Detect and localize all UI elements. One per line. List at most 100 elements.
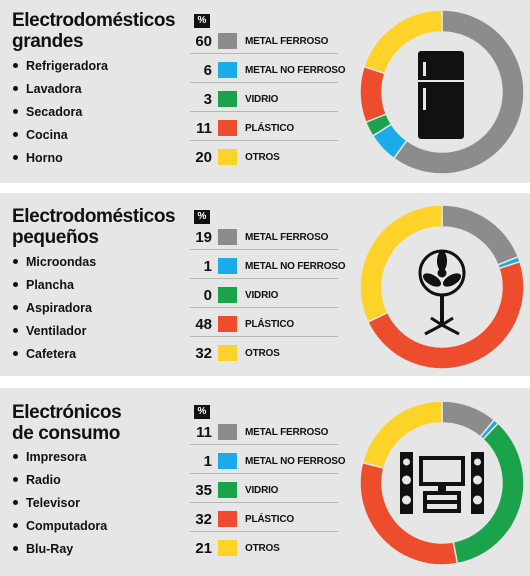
swatch: [218, 482, 237, 498]
section-consumer-electronics: Electrónicos de consumo Impresora Radio …: [0, 388, 530, 576]
list-item: Impresora: [13, 450, 86, 464]
donut-slice-3: [359, 65, 388, 124]
section-title: Electrodomésticos pequeños: [12, 206, 176, 248]
donut-chart: [359, 204, 525, 370]
donut-slice-0: [392, 9, 525, 175]
fan-icon: [418, 249, 466, 336]
title-line-1: Electrodomésticos: [12, 10, 176, 31]
donut-slice-2: [452, 422, 525, 565]
title-line-1: Electrodomésticos: [12, 206, 176, 227]
list-item: Horno: [13, 151, 63, 165]
legend-row: 3 VIDRIO: [190, 89, 338, 112]
donut-slice-4: [361, 400, 443, 469]
title-line-2: de consumo: [12, 423, 120, 444]
value-label: 1: [203, 453, 212, 470]
legend-label: OTROS: [245, 152, 280, 163]
legend-row: 32 OTROS: [190, 343, 338, 365]
swatch: [218, 287, 237, 303]
swatch: [218, 453, 237, 469]
swatch: [218, 149, 237, 165]
legend-row: 11 METAL FERROSO: [190, 422, 338, 445]
list-item: Lavadora: [13, 82, 82, 96]
legend-label: VIDRIO: [245, 290, 279, 301]
list-item: Radio: [13, 473, 61, 487]
value-label: 35: [195, 482, 212, 499]
list-item: Aspiradora: [13, 301, 92, 315]
value-label: 20: [195, 149, 212, 166]
legend-label: PLÁSTICO: [245, 319, 294, 330]
list-item: Computadora: [13, 519, 107, 533]
value-label: 0: [203, 287, 212, 304]
home-theater-icon: [400, 452, 484, 514]
legend-row: 32 PLÁSTICO: [190, 509, 338, 532]
list-item: Refrigeradora: [13, 59, 108, 73]
list-item: Plancha: [13, 278, 74, 292]
donut-chart: [359, 9, 525, 175]
swatch: [218, 316, 237, 332]
list-item: Televisor: [13, 496, 80, 510]
value-label: 11: [196, 424, 212, 441]
legend-label: OTROS: [245, 348, 280, 359]
legend-row: 21 OTROS: [190, 538, 338, 560]
value-label: 1: [203, 258, 212, 275]
value-label: 21: [195, 540, 212, 557]
percent-header: %: [194, 210, 210, 224]
title-line-1: Electrónicos: [12, 402, 122, 423]
swatch: [218, 229, 237, 245]
legend-label: METAL NO FERROSO: [245, 456, 346, 467]
swatch: [218, 424, 237, 440]
legend-label: METAL FERROSO: [245, 36, 329, 47]
legend-label: METAL NO FERROSO: [245, 65, 346, 76]
legend-label: VIDRIO: [245, 485, 279, 496]
donut-chart: [359, 400, 525, 566]
legend-label: METAL FERROSO: [245, 232, 329, 243]
donut-slice-4: [359, 204, 443, 323]
list-item: Secadora: [13, 105, 82, 119]
value-label: 48: [195, 316, 212, 333]
section-title: Electrónicos de consumo: [12, 402, 122, 444]
percent-header: %: [194, 405, 210, 419]
list-item: Cocina: [13, 128, 68, 142]
title-line-2: grandes: [12, 31, 84, 52]
legend-row: 1 METAL NO FERROSO: [190, 256, 346, 279]
value-label: 11: [196, 120, 212, 137]
legend-row: 20 OTROS: [190, 147, 338, 169]
legend-row: 11 PLÁSTICO: [190, 118, 338, 141]
legend-label: PLÁSTICO: [245, 514, 294, 525]
swatch: [218, 91, 237, 107]
value-label: 19: [195, 229, 212, 246]
swatch: [218, 345, 237, 361]
legend-row: 19 METAL FERROSO: [190, 227, 338, 250]
percent-header: %: [194, 14, 210, 28]
list-item: Microondas: [13, 255, 96, 269]
swatch: [218, 258, 237, 274]
value-label: 60: [195, 33, 212, 50]
value-label: 32: [195, 511, 212, 528]
value-label: 32: [195, 345, 212, 362]
value-label: 3: [203, 91, 212, 108]
legend-label: VIDRIO: [245, 94, 279, 105]
section-large-appliances: Electrodomésticos grandes Refrigeradora …: [0, 0, 530, 183]
legend-row: 6 METAL NO FERROSO: [190, 60, 346, 83]
section-title: Electrodomésticos grandes: [12, 10, 176, 52]
legend-row: 1 METAL NO FERROSO: [190, 451, 346, 474]
legend-row: 60 METAL FERROSO: [190, 31, 338, 54]
swatch: [218, 540, 237, 556]
swatch: [218, 120, 237, 136]
swatch: [218, 511, 237, 527]
section-small-appliances: Electrodomésticos pequeños Microondas Pl…: [0, 193, 530, 376]
value-label: 6: [203, 62, 212, 79]
refrigerator-icon: [418, 51, 464, 139]
legend-label: METAL NO FERROSO: [245, 261, 346, 272]
legend-row: 48 PLÁSTICO: [190, 314, 338, 337]
swatch: [218, 33, 237, 49]
title-line-2: pequeños: [12, 227, 99, 248]
donut-slice-3: [366, 260, 525, 370]
list-item: Blu-Ray: [13, 542, 73, 556]
legend-label: OTROS: [245, 543, 280, 554]
donut-slice-4: [363, 9, 443, 75]
list-item: Cafetera: [13, 347, 76, 361]
legend-row: 35 VIDRIO: [190, 480, 338, 503]
legend-label: METAL FERROSO: [245, 427, 329, 438]
legend-label: PLÁSTICO: [245, 123, 294, 134]
